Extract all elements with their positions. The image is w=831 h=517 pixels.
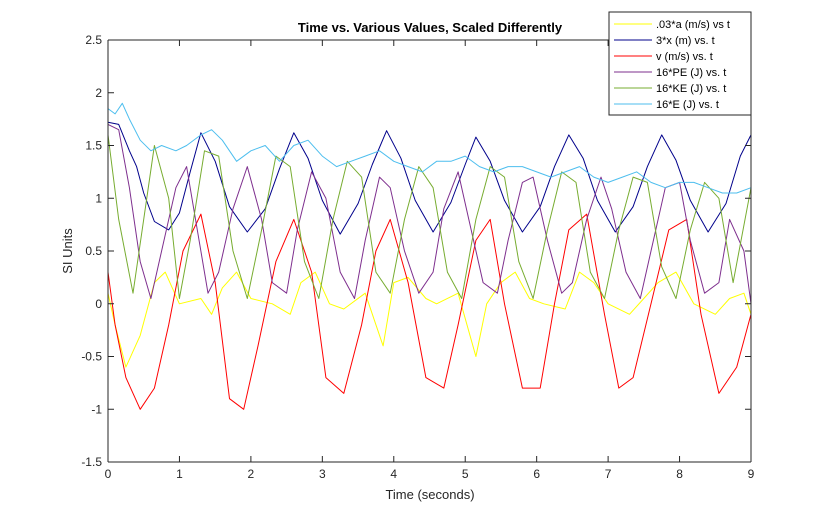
y-tick-label: 2 xyxy=(95,86,102,100)
x-tick-label: 9 xyxy=(748,467,755,481)
legend-box xyxy=(608,11,752,116)
x-tick-label: 7 xyxy=(605,467,612,481)
y-tick-label: 1.5 xyxy=(85,139,102,153)
series-layer xyxy=(107,102,752,410)
y-tick-label: -1.5 xyxy=(81,455,102,469)
y-tick-label: 0.5 xyxy=(85,244,102,258)
y-tick-label: -0.5 xyxy=(81,350,102,364)
legend-label: v (m/s) vs. t xyxy=(656,51,713,63)
legend-label: 16*KE (J) vs. t xyxy=(656,83,726,95)
x-tick-label: 5 xyxy=(462,467,469,481)
series-line-5 xyxy=(107,134,752,299)
x-tick-label: 2 xyxy=(248,467,255,481)
y-tick-label: 1 xyxy=(95,191,102,205)
legend-label: 16*PE (J) vs. t xyxy=(656,67,726,79)
ticks-layer: 0 1 2 3 4 5 6 7 8 9 -1.5 -1 -0.5 0 0.5 1 1.5 2 2.5 xyxy=(81,33,754,481)
legend-items: .03*a (m/s) vs t 3*x (m) vs. t v (m/s) vs.… xyxy=(614,19,730,111)
y-tick-label: -1 xyxy=(91,402,102,416)
legend-label: 16*E (J) vs. t xyxy=(656,99,719,111)
x-tick-label: 1 xyxy=(176,467,183,481)
x-tick-label: 0 xyxy=(105,467,112,481)
x-tick-label: 4 xyxy=(390,467,397,481)
series-line-2 xyxy=(107,121,752,235)
series-line-6 xyxy=(107,102,752,194)
legend: .03*a (m/s) vs t 3*x (m) vs. t v (m/s) vs.… xyxy=(608,11,752,116)
y-axis-label: SI Units xyxy=(60,228,75,274)
y-tick-label: 0 xyxy=(95,297,102,311)
series-line-4 xyxy=(107,123,752,304)
x-tick-label: 3 xyxy=(319,467,326,481)
chart-title: Time vs. Various Values, Scaled Differen… xyxy=(298,20,563,35)
x-tick-label: 6 xyxy=(533,467,540,481)
series-line-3 xyxy=(107,213,752,410)
x-axis-label: Time (seconds) xyxy=(385,487,474,502)
legend-label: 3*x (m) vs. t xyxy=(656,35,715,47)
x-tick-label: 8 xyxy=(676,467,683,481)
y-tick-label: 2.5 xyxy=(85,33,102,47)
legend-label: .03*a (m/s) vs t xyxy=(656,19,730,31)
